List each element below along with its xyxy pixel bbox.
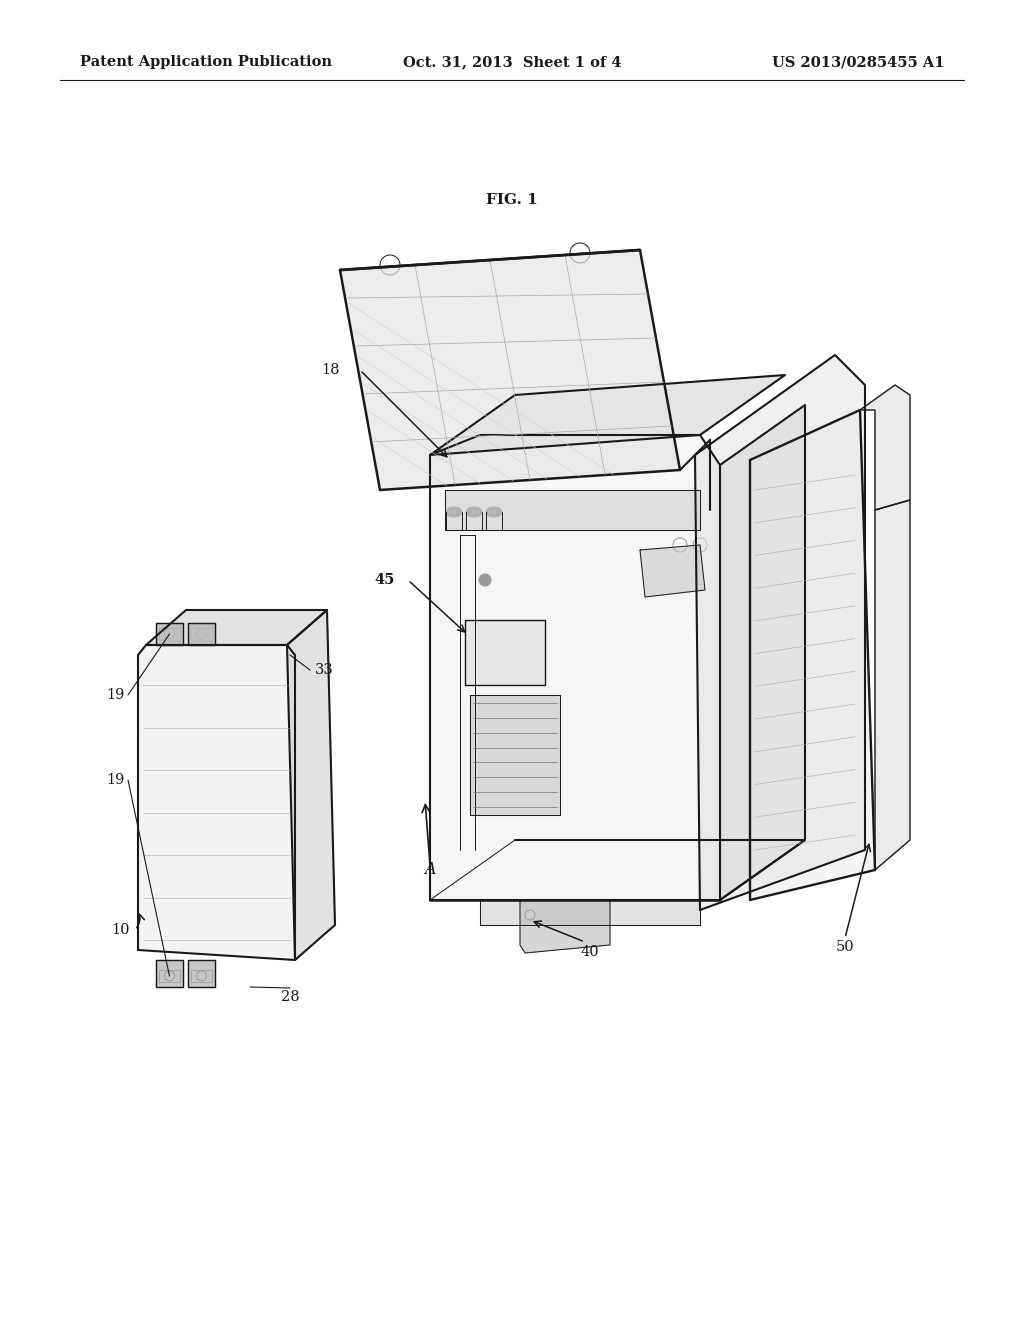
Ellipse shape bbox=[446, 507, 462, 517]
Polygon shape bbox=[430, 436, 720, 900]
Polygon shape bbox=[874, 500, 910, 870]
Polygon shape bbox=[860, 385, 910, 510]
Polygon shape bbox=[430, 375, 785, 455]
Circle shape bbox=[479, 574, 490, 586]
Text: Patent Application Publication: Patent Application Publication bbox=[80, 55, 332, 69]
Polygon shape bbox=[465, 620, 545, 685]
Ellipse shape bbox=[466, 507, 482, 517]
Polygon shape bbox=[520, 900, 610, 953]
Polygon shape bbox=[640, 545, 705, 597]
Text: US 2013/0285455 A1: US 2013/0285455 A1 bbox=[771, 55, 944, 69]
Ellipse shape bbox=[486, 507, 502, 517]
Text: Oct. 31, 2013  Sheet 1 of 4: Oct. 31, 2013 Sheet 1 of 4 bbox=[402, 55, 622, 69]
Polygon shape bbox=[188, 623, 215, 645]
Text: 19: 19 bbox=[106, 774, 125, 787]
Bar bbox=[159, 970, 180, 982]
Polygon shape bbox=[138, 645, 295, 960]
Polygon shape bbox=[340, 249, 680, 490]
Bar bbox=[191, 970, 212, 982]
Text: 18: 18 bbox=[322, 363, 340, 378]
Text: 19: 19 bbox=[106, 688, 125, 702]
Text: A: A bbox=[424, 862, 436, 879]
Polygon shape bbox=[750, 411, 874, 900]
Text: FIG. 1: FIG. 1 bbox=[486, 193, 538, 207]
Polygon shape bbox=[695, 355, 865, 909]
Text: 40: 40 bbox=[581, 945, 599, 960]
Text: 28: 28 bbox=[281, 990, 299, 1005]
Text: 10: 10 bbox=[112, 923, 130, 937]
Bar bbox=[159, 628, 180, 640]
Polygon shape bbox=[156, 623, 183, 645]
Bar bbox=[191, 628, 212, 640]
Text: 50: 50 bbox=[836, 940, 854, 954]
Polygon shape bbox=[445, 490, 700, 531]
Text: 33: 33 bbox=[315, 663, 334, 677]
Polygon shape bbox=[188, 960, 215, 987]
Polygon shape bbox=[146, 610, 327, 645]
Polygon shape bbox=[470, 696, 560, 814]
Polygon shape bbox=[480, 900, 700, 925]
Polygon shape bbox=[720, 405, 805, 900]
Polygon shape bbox=[156, 960, 183, 987]
Text: 45: 45 bbox=[375, 573, 395, 587]
Polygon shape bbox=[287, 610, 335, 960]
